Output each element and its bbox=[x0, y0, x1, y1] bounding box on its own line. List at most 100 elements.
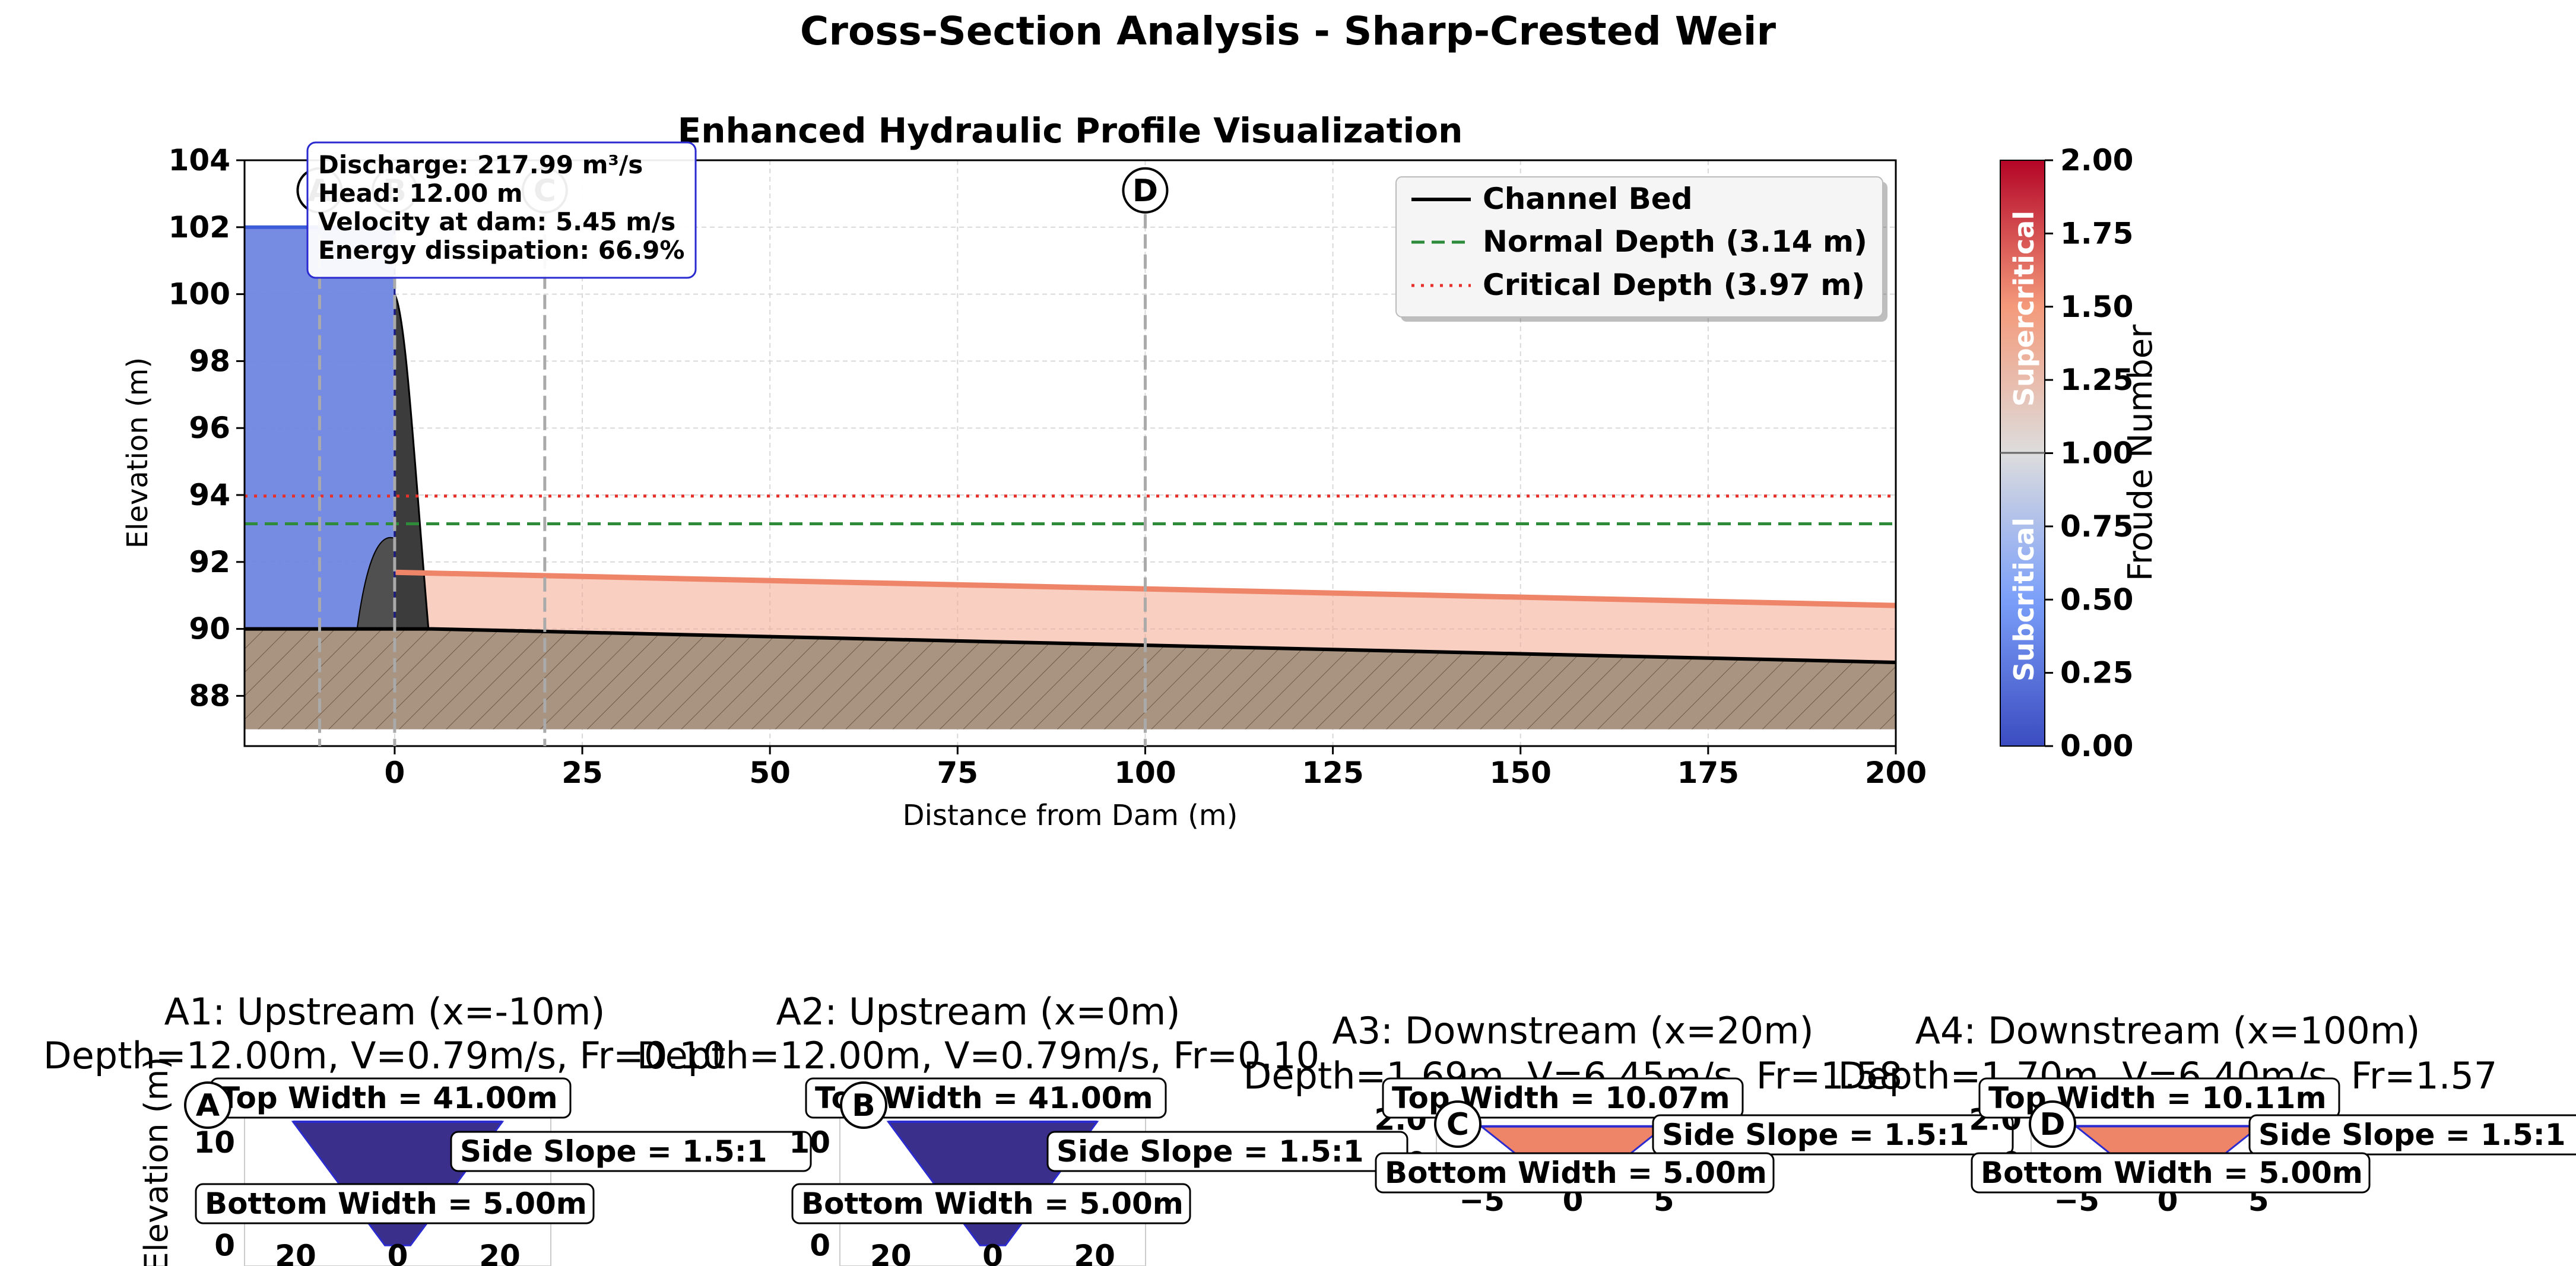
colorbar-label: Froude Number bbox=[2121, 324, 2160, 581]
a1-side-slope-label: Side Slope = 1.5:1 bbox=[460, 1134, 767, 1169]
a1-ylabel: Elevation (m) bbox=[138, 1057, 175, 1266]
a2-top-width-label-box bbox=[805, 1077, 1167, 1119]
profile-ylabel: Elevation (m) bbox=[121, 357, 154, 548]
a2-side-slope-label-box bbox=[1046, 1131, 1408, 1172]
colorbar-tick-label: 0.25 bbox=[2060, 656, 2133, 690]
a3-bottom-width-label: Bottom Width = 5.00m bbox=[1385, 1156, 1767, 1190]
a1-top-width-label: Top Width = 41.00m bbox=[220, 1081, 558, 1115]
x-tick-label: 200 bbox=[1865, 756, 1927, 790]
a4-bottom-width-label: Bottom Width = 5.00m bbox=[1981, 1156, 2363, 1190]
a4-section-circle bbox=[2029, 1100, 2076, 1148]
y-tick-label: 100 bbox=[169, 277, 230, 312]
a3-section-circle bbox=[1434, 1100, 1481, 1148]
a1-x-tick-label: 20 bbox=[479, 1239, 521, 1266]
x-tick-label: 125 bbox=[1302, 756, 1363, 790]
a2-x-tick-label: 0 bbox=[982, 1239, 1003, 1266]
colorbar-tick-label: 1.25 bbox=[2060, 363, 2133, 397]
x-tick-label: 25 bbox=[561, 756, 603, 790]
cross-section-a1: A1: Upstream (x=-10m) Depth=12.00m, V=0.… bbox=[43, 990, 812, 1266]
colorbar-ticks: 0.00 0.25 0.50 0.75 1.00 1.25 1.50 1.75 2.00 bbox=[2045, 143, 2133, 763]
a2-bottom-width-label: Bottom Width = 5.00m bbox=[801, 1186, 1184, 1221]
figure-title: Cross-Section Analysis - Sharp-Crested W… bbox=[800, 8, 1776, 54]
colorbar-tick-label: 0.00 bbox=[2060, 729, 2133, 763]
profile-legend: Channel Bed Normal Depth (3.14 m) Critic… bbox=[1395, 176, 1887, 322]
info-head: Head: 12.00 m bbox=[318, 179, 523, 208]
colorbar-subcritical-label: Subcritical bbox=[2008, 518, 2040, 681]
y-tick-label: 104 bbox=[169, 143, 230, 177]
a4-bottom-width-label-box bbox=[1971, 1152, 2371, 1194]
a2-section-label: B bbox=[852, 1088, 875, 1124]
profile-plot-frame bbox=[243, 159, 1897, 747]
y-tick-label: 88 bbox=[189, 678, 230, 713]
legend-label-channel-bed: Channel Bed bbox=[1483, 182, 1693, 216]
cross-section-a4: A4: Downstream (x=100m) Depth=1.70m, V=6… bbox=[1838, 1009, 2576, 1218]
a3-bottom-width-label-box bbox=[1375, 1152, 1775, 1194]
section-marker-label-d: D bbox=[1132, 173, 1158, 209]
profile-title: Enhanced Hydraulic Profile Visualization bbox=[678, 110, 1463, 151]
a1-x-tick-label: 20 bbox=[275, 1239, 316, 1266]
a3-title: A3: Downstream (x=20m) bbox=[1332, 1009, 1813, 1052]
froude-colorbar: 0.00 0.25 0.50 0.75 1.00 1.25 1.50 1.75 2.00 Fro… bbox=[2000, 143, 2160, 763]
colorbar-tick-label: 1.50 bbox=[2060, 290, 2133, 324]
x-tick-label: 50 bbox=[749, 756, 791, 790]
a3-side-slope-label: Side Slope = 1.5:1 bbox=[1662, 1118, 1969, 1152]
x-tick-label: 0 bbox=[385, 756, 405, 790]
a4-side-slope-label: Side Slope = 1.5:1 bbox=[2258, 1118, 2566, 1152]
a4-side-slope-label-box bbox=[2248, 1114, 2576, 1156]
profile-xlabel: Distance from Dam (m) bbox=[903, 799, 1238, 832]
y-tick-label: 102 bbox=[169, 210, 230, 245]
info-discharge: Discharge: 217.99 m³/s bbox=[318, 150, 643, 179]
a3-side-slope-label-box bbox=[1652, 1114, 2014, 1156]
x-tick-label: 150 bbox=[1490, 756, 1552, 790]
a4-section-label: D bbox=[2039, 1107, 2065, 1143]
colorbar-tick-label: 0.75 bbox=[2060, 509, 2133, 544]
y-tick-label: 96 bbox=[189, 411, 230, 445]
colorbar-tick-label: 1.00 bbox=[2060, 436, 2133, 471]
cross-section-a3: A3: Downstream (x=20m) Depth=1.69m, V=6.… bbox=[1243, 1009, 2014, 1218]
hydraulic-info-box: Discharge: 217.99 m³/s Head: 12.00 m Vel… bbox=[306, 141, 697, 279]
info-velocity: Velocity at dam: 5.45 m/s bbox=[318, 207, 675, 236]
profile-ticks: 0 25 50 75 100 125 150 175 200 88 90 92 94 96 98 100 102… bbox=[169, 143, 1927, 790]
a1-y-tick-label: 10 bbox=[193, 1125, 235, 1160]
a2-x-tick-label: 20 bbox=[870, 1239, 912, 1266]
a2-title: A2: Upstream (x=0m) bbox=[776, 990, 1180, 1033]
a2-section-circle bbox=[840, 1081, 887, 1129]
x-tick-label: 175 bbox=[1677, 756, 1739, 790]
a1-side-slope-label-box bbox=[450, 1131, 812, 1172]
legend-label-critical-depth: Critical Depth (3.97 m) bbox=[1483, 268, 1865, 302]
a2-y-tick-label: 0 bbox=[810, 1228, 830, 1262]
a2-bottom-width-label-box bbox=[791, 1183, 1191, 1224]
colorbar-supercritical-label: Supercritical bbox=[2008, 211, 2040, 407]
info-energy-dissipation: Energy dissipation: 66.9% bbox=[318, 236, 684, 265]
a1-title: A1: Upstream (x=-10m) bbox=[164, 990, 605, 1033]
y-tick-label: 92 bbox=[189, 545, 230, 579]
a1-bottom-width-label: Bottom Width = 5.00m bbox=[205, 1186, 587, 1221]
downstream-water-area bbox=[394, 572, 1896, 662]
a2-subtitle: Depth=12.00m, V=0.79m/s, Fr=0.10 bbox=[637, 1034, 1319, 1077]
profile-plot: Enhanced Hydraulic Profile Visualization… bbox=[121, 110, 1927, 832]
a1-section-circle bbox=[184, 1081, 231, 1129]
a1-section-label: A bbox=[196, 1088, 220, 1124]
y-tick-label: 90 bbox=[189, 612, 230, 646]
y-tick-label: 94 bbox=[189, 478, 230, 512]
a1-x-tick-label: 0 bbox=[388, 1239, 408, 1266]
a2-side-slope-label: Side Slope = 1.5:1 bbox=[1057, 1134, 1364, 1169]
a1-y-tick-label: 0 bbox=[214, 1228, 235, 1262]
a3-section-label: C bbox=[1446, 1107, 1469, 1143]
section-marker-circle-d bbox=[1122, 167, 1169, 214]
a1-subtitle: Depth=12.00m, V=0.79m/s, Fr=0.10 bbox=[43, 1034, 726, 1077]
x-tick-label: 75 bbox=[937, 756, 979, 790]
colorbar-tick-label: 1.75 bbox=[2060, 216, 2133, 250]
x-tick-label: 100 bbox=[1114, 756, 1176, 790]
a2-y-tick-label: 10 bbox=[789, 1125, 830, 1160]
colorbar-tick-label: 0.50 bbox=[2060, 582, 2133, 617]
a1-bottom-width-label-box bbox=[195, 1183, 595, 1224]
weir-body bbox=[394, 290, 430, 630]
legend-label-normal-depth: Normal Depth (3.14 m) bbox=[1483, 224, 1867, 259]
cross-section-a2: A2: Upstream (x=0m) Depth=12.00m, V=0.79… bbox=[637, 990, 1408, 1266]
colorbar-tick-label: 2.00 bbox=[2060, 143, 2133, 177]
y-tick-label: 98 bbox=[189, 344, 230, 378]
a4-title: A4: Downstream (x=100m) bbox=[1915, 1009, 2420, 1052]
a2-x-tick-label: 20 bbox=[1074, 1239, 1115, 1266]
